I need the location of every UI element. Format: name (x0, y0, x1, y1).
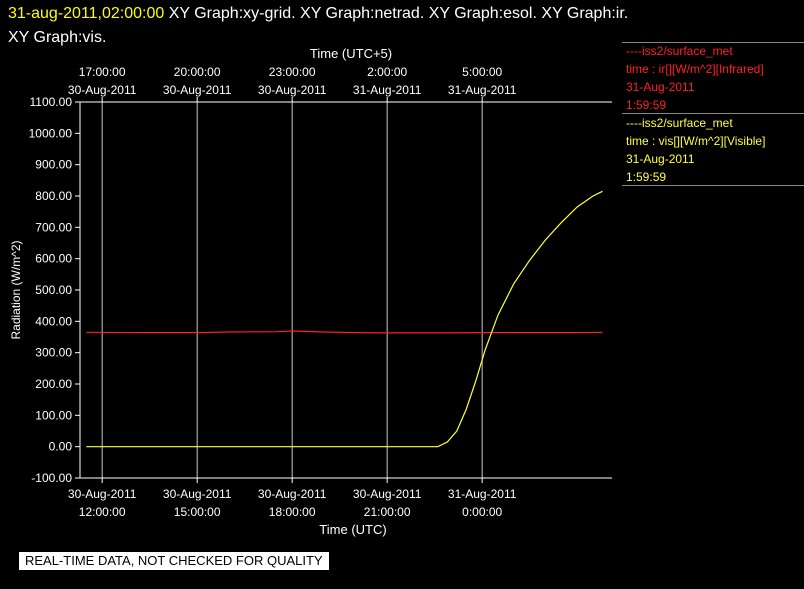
y-tick-label: 300.00 (35, 346, 72, 360)
y-tick-label: 400.00 (35, 314, 72, 328)
x2-tick-time: 17:00:00 (79, 65, 126, 79)
legend-ir-time: 1:59:59 (626, 98, 667, 112)
y-tick-label: -100.00 (31, 471, 72, 485)
legend-separator (622, 113, 804, 114)
x-tick-time: 21:00:00 (364, 505, 411, 519)
legend-vis-source: ----iss2/surface_met (626, 116, 733, 130)
y-tick-label: 0.00 (49, 440, 73, 454)
x2-tick-time: 2:00:00 (367, 65, 407, 79)
axis-labels: -100.00 0.00 100.00 200.00 300.00 400.00 500.0… (9, 46, 517, 537)
x2-tick-date: 30-Aug-2011 (258, 83, 327, 97)
series-line-ir (86, 330, 603, 334)
x-tick-date: 30-Aug-2011 (68, 487, 137, 501)
y-tick-label: 200.00 (35, 377, 72, 391)
x2-tick-date: 30-Aug-2011 (68, 83, 137, 97)
header-graphs-line1: XY Graph:xy-grid. XY Graph:netrad. XY Gr… (164, 5, 629, 22)
y-tick-label: 600.00 (35, 252, 72, 266)
legend-ir-field: time : ir[][W/m^2][Infrared] (626, 62, 764, 76)
legend-vis-field: time : vis[][W/m^2][Visible] (626, 134, 766, 148)
header-graphs-line2: XY Graph:vis. (8, 29, 107, 46)
legend-vis: ----iss2/surface_met time : vis[][W/m^2]… (626, 114, 765, 186)
x2-tick-date: 30-Aug-2011 (163, 83, 232, 97)
x2-axis-title: Time (UTC+5) (310, 46, 392, 61)
legend-ir: ----iss2/surface_met time : ir[][W/m^2][… (626, 42, 764, 114)
y-tick-label: 100.00 (35, 408, 72, 422)
y-tick-label: 900.00 (35, 158, 72, 172)
y-tick-label: 500.00 (35, 283, 72, 297)
y-axis-title: Radiation (W/m^2) (9, 241, 23, 340)
x-tick-date: 30-Aug-2011 (353, 487, 422, 501)
x-tick-date: 30-Aug-2011 (258, 487, 327, 501)
x2-tick-date: 31-Aug-2011 (448, 83, 517, 97)
axes (75, 97, 612, 483)
x2-tick-date: 31-Aug-2011 (353, 83, 422, 97)
y-tick-label: 1100.00 (30, 95, 73, 109)
y-tick-label: 700.00 (35, 220, 72, 234)
legend-separator (622, 185, 804, 186)
series (86, 190, 603, 448)
legend-separator (622, 42, 804, 43)
header: 31-aug-2011,02:00:00 XY Graph:xy-grid. X… (8, 2, 798, 50)
x-tick-time: 0:00:00 (462, 505, 502, 519)
grid (101, 102, 483, 478)
x2-tick-time: 23:00:00 (269, 65, 316, 79)
x-tick-time: 12:00:00 (79, 505, 126, 519)
y-tick-label: 800.00 (35, 189, 72, 203)
legend-vis-time: 1:59:59 (626, 170, 667, 184)
series-line-vis (86, 190, 603, 448)
header-timestamp: 31-aug-2011,02:00:00 (8, 5, 165, 22)
y-tick-label: 1000.00 (29, 126, 73, 140)
x-tick-date: 30-Aug-2011 (163, 487, 232, 501)
quality-banner: REAL-TIME DATA, NOT CHECKED FOR QUALITY (19, 552, 329, 570)
x-axis-title: Time (UTC) (319, 522, 386, 537)
x2-tick-time: 20:00:00 (174, 65, 221, 79)
radiation-chart: -100.00 0.00 100.00 200.00 300.00 400.00 500.0… (9, 46, 612, 537)
x-tick-time: 18:00:00 (269, 505, 316, 519)
legend-ir-date: 31-Aug-2011 (626, 80, 695, 94)
legend-vis-date: 31-Aug-2011 (626, 152, 695, 166)
legend-ir-source: ----iss2/surface_met (626, 44, 733, 58)
x2-tick-time: 5:00:00 (462, 65, 502, 79)
x-tick-time: 15:00:00 (174, 505, 221, 519)
x-tick-date: 31-Aug-2011 (448, 487, 517, 501)
